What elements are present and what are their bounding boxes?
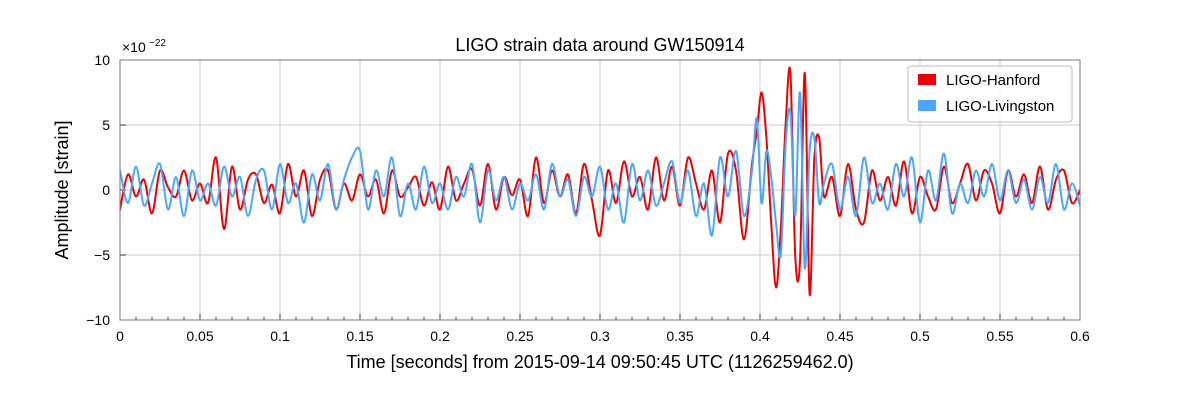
x-tick-label: 0.3 [590, 328, 610, 344]
y-tick-label: 5 [102, 117, 110, 133]
series-layer [120, 66, 1080, 296]
y-axis-label: Amplitude [strain] [52, 120, 72, 259]
series-line-ligo-hanford [120, 66, 1080, 296]
y-tick-label: 0 [102, 182, 110, 198]
y-scale-factor: ×10 −22 [122, 38, 166, 55]
series-line-ligo-livingston [120, 91, 1080, 270]
x-tick-label: 0.2 [430, 328, 450, 344]
y-axis-ticks: −10 −5 0 5 10 [86, 52, 126, 328]
y-scale-base: ×10 [122, 39, 146, 55]
y-scale-exponent: −22 [149, 38, 166, 49]
y-tick-label: −10 [86, 312, 110, 328]
legend: LIGO-Hanford LIGO-Livingston [907, 65, 1073, 123]
y-tick-label: 10 [94, 52, 110, 68]
x-tick-label: 0.45 [826, 328, 853, 344]
x-tick-label: 0.55 [986, 328, 1013, 344]
x-axis-label: Time [seconds] from 2015-09-14 09:50:45 … [346, 352, 853, 372]
x-tick-label: 0.05 [186, 328, 213, 344]
x-tick-label: 0.5 [910, 328, 930, 344]
x-tick-label: 0.6 [1070, 328, 1090, 344]
x-tick-label: 0.4 [750, 328, 770, 344]
legend-swatch-hanford [918, 74, 936, 85]
x-tick-label: 0.35 [666, 328, 693, 344]
x-tick-label: 0.1 [270, 328, 290, 344]
plot-frame [119, 59, 1081, 321]
y-tick-label: −5 [94, 247, 110, 263]
x-tick-label: 0.25 [506, 328, 533, 344]
legend-box [907, 65, 1073, 123]
legend-label-hanford: LIGO-Hanford [946, 72, 1040, 89]
legend-swatch-livingston [918, 100, 936, 111]
chart-title: LIGO strain data around GW150914 [455, 35, 744, 55]
x-axis-ticks: 0 0.05 0.1 0.15 0.2 0.25 0.3 0.35 0.4 0.45 0.5 0.55… [116, 314, 1090, 344]
x-tick-label: 0.15 [346, 328, 373, 344]
legend-label-livingston: LIGO-Livingston [946, 98, 1054, 115]
x-tick-label: 0 [116, 328, 124, 344]
